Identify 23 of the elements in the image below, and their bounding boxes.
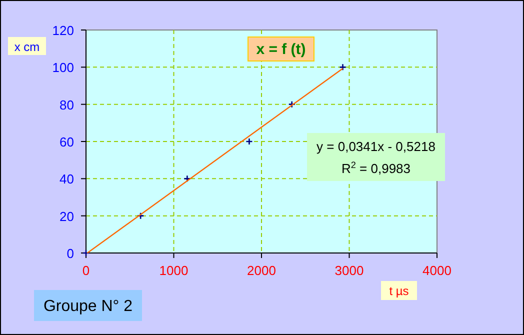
y-axis-title: x cm: [14, 40, 40, 54]
y-tick-label: 20: [60, 208, 74, 224]
annotation: y = 0,0341x - 0,5218: [316, 139, 436, 154]
point: [288, 100, 296, 108]
y-tick-label: 120: [52, 23, 74, 38]
point: [339, 64, 346, 71]
point: [136, 212, 144, 220]
y-tick-label: 100: [52, 60, 74, 76]
point: [246, 138, 253, 146]
text: Groupe N° 2: [43, 298, 133, 315]
x-tick-label: 0: [82, 263, 90, 278]
y-tick-label: 80: [60, 97, 74, 112]
x-tick-label: 4000: [422, 263, 452, 278]
x-axis-title: t µs: [389, 284, 409, 298]
x-tick-label: 2000: [247, 263, 276, 278]
point: [184, 175, 191, 182]
x-tick-label: 1000: [159, 263, 188, 278]
y-tick-label: 60: [60, 134, 74, 150]
text: x = f (t): [256, 41, 306, 58]
y-tick-label: 40: [60, 172, 74, 187]
x-tick-label: 3000: [334, 263, 364, 278]
annotation: R$^{2}$ = 0,9983: [341, 160, 411, 176]
y-tick-label: 0: [66, 246, 74, 261]
